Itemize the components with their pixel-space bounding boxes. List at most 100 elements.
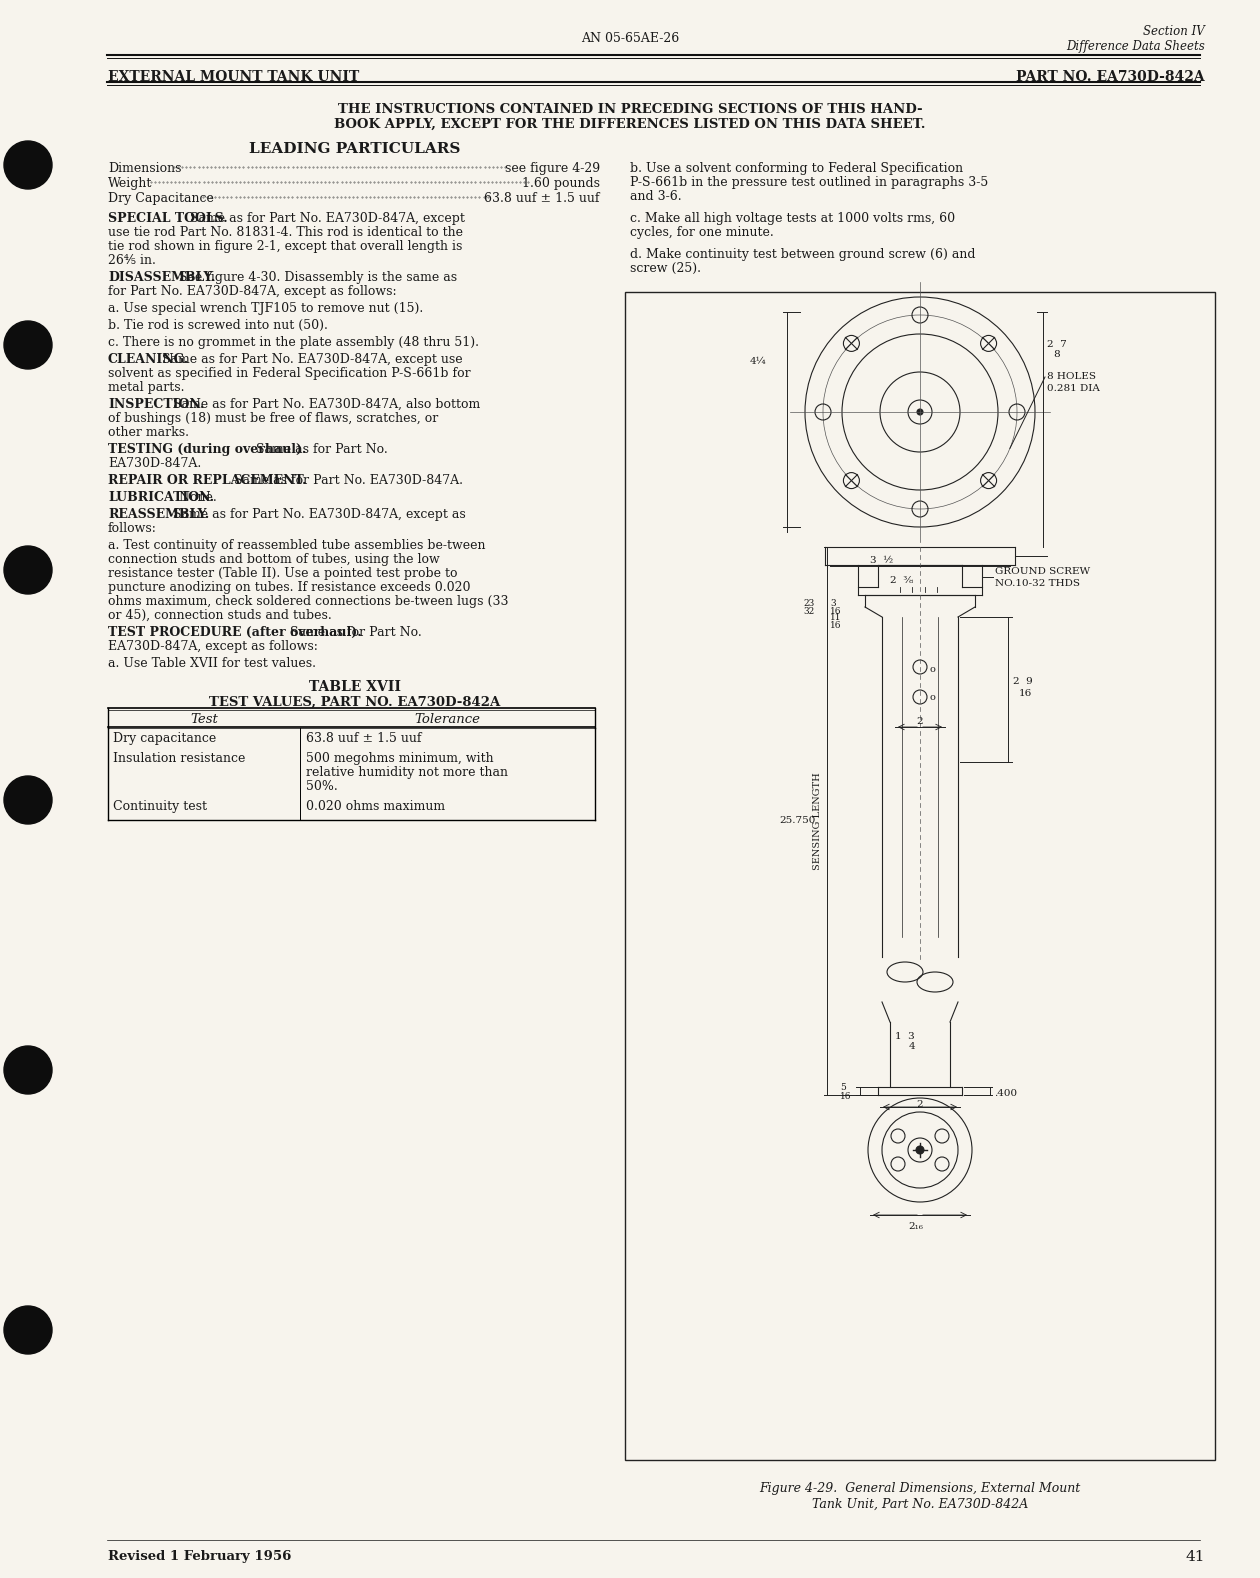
Text: 4: 4: [908, 1041, 915, 1051]
Ellipse shape: [917, 409, 924, 415]
Text: Tolerance: Tolerance: [415, 713, 480, 726]
Text: 0.020 ohms maximum: 0.020 ohms maximum: [306, 800, 445, 813]
Text: Dry Capacitance: Dry Capacitance: [108, 193, 214, 205]
Text: EXTERNAL MOUNT TANK UNIT: EXTERNAL MOUNT TANK UNIT: [108, 69, 359, 84]
Text: Difference Data Sheets: Difference Data Sheets: [1066, 39, 1205, 54]
Text: SENSING LENGTH: SENSING LENGTH: [813, 772, 822, 869]
Text: 63.8 uuf ± 1.5 uuf: 63.8 uuf ± 1.5 uuf: [306, 732, 422, 745]
Text: metal parts.: metal parts.: [108, 380, 184, 394]
Circle shape: [4, 140, 52, 189]
Circle shape: [4, 320, 52, 369]
Text: solvent as specified in Federal Specification P-S-661b for: solvent as specified in Federal Specific…: [108, 368, 471, 380]
Text: see figure 4-29: see figure 4-29: [505, 163, 600, 175]
Text: 3  ½: 3 ½: [871, 555, 893, 565]
Text: 8 HOLES: 8 HOLES: [1047, 372, 1096, 380]
Text: Tank Unit, Part No. EA730D-842A: Tank Unit, Part No. EA730D-842A: [811, 1498, 1028, 1512]
Text: Revised 1 February 1956: Revised 1 February 1956: [108, 1550, 291, 1562]
Text: CLEANING.: CLEANING.: [108, 353, 189, 366]
Text: Figure 4-29.  General Dimensions, External Mount: Figure 4-29. General Dimensions, Externa…: [760, 1482, 1081, 1494]
Text: c. There is no grommet in the plate assembly (48 thru 51).: c. There is no grommet in the plate asse…: [108, 336, 479, 349]
Text: None.: None.: [175, 491, 217, 503]
Text: for Part No. EA730D-847A, except as follows:: for Part No. EA730D-847A, except as foll…: [108, 286, 397, 298]
Text: Test: Test: [190, 713, 218, 726]
Text: 63.8 uuf ± 1.5 uuf: 63.8 uuf ± 1.5 uuf: [485, 193, 600, 205]
Circle shape: [4, 776, 52, 824]
Text: Dimensions: Dimensions: [108, 163, 181, 175]
Text: o: o: [930, 693, 936, 702]
Text: EA730D-847A.: EA730D-847A.: [108, 458, 202, 470]
Text: Same as for Part No.: Same as for Part No.: [252, 443, 388, 456]
Text: LUBRICATION.: LUBRICATION.: [108, 491, 214, 503]
Text: 25.750: 25.750: [779, 816, 815, 825]
Text: d. Make continuity test between ground screw (6) and: d. Make continuity test between ground s…: [630, 248, 975, 260]
Text: 16: 16: [830, 608, 842, 615]
Text: 16: 16: [830, 622, 842, 630]
Text: Same as for Part No. EA730D-847A.: Same as for Part No. EA730D-847A.: [231, 473, 464, 488]
Text: 11: 11: [830, 612, 842, 622]
Text: 23: 23: [804, 600, 815, 608]
Text: Dry capacitance: Dry capacitance: [113, 732, 217, 745]
Text: TESTING (during overhaul).: TESTING (during overhaul).: [108, 443, 306, 456]
Text: 2₁₆: 2₁₆: [908, 1221, 922, 1231]
Text: AN 05-65AE-26: AN 05-65AE-26: [581, 32, 679, 46]
Text: SPECIAL TOOLS.: SPECIAL TOOLS.: [108, 211, 228, 226]
Text: cycles, for one minute.: cycles, for one minute.: [630, 226, 774, 238]
Text: of bushings (18) must be free of flaws, scratches, or: of bushings (18) must be free of flaws, …: [108, 412, 438, 424]
Text: resistance tester (Table II). Use a pointed test probe to: resistance tester (Table II). Use a poin…: [108, 567, 457, 581]
Text: Continuity test: Continuity test: [113, 800, 207, 813]
Text: THE INSTRUCTIONS CONTAINED IN PRECEDING SECTIONS OF THIS HAND-: THE INSTRUCTIONS CONTAINED IN PRECEDING …: [338, 103, 922, 117]
Text: PART NO. EA730D-842A: PART NO. EA730D-842A: [1017, 69, 1205, 84]
Text: Same as for Part No. EA730D-847A, except as: Same as for Part No. EA730D-847A, except…: [169, 508, 466, 521]
Text: other marks.: other marks.: [108, 426, 189, 439]
Text: EA730D-847A, except as follows:: EA730D-847A, except as follows:: [108, 641, 318, 653]
Text: 2: 2: [917, 716, 924, 726]
Circle shape: [4, 1046, 52, 1094]
Text: or 45), connection studs and tubes.: or 45), connection studs and tubes.: [108, 609, 331, 622]
Text: Section IV: Section IV: [1143, 25, 1205, 38]
Text: TABLE XVII: TABLE XVII: [309, 680, 401, 694]
Text: BOOK APPLY, EXCEPT FOR THE DIFFERENCES LISTED ON THIS DATA SHEET.: BOOK APPLY, EXCEPT FOR THE DIFFERENCES L…: [334, 118, 926, 131]
Text: 26⅘ in.: 26⅘ in.: [108, 254, 156, 267]
Text: relative humidity not more than: relative humidity not more than: [306, 765, 508, 780]
Text: 1  3: 1 3: [895, 1032, 915, 1041]
Text: a. Use Table XVII for test values.: a. Use Table XVII for test values.: [108, 656, 316, 671]
Text: 3: 3: [830, 600, 835, 608]
Text: TEST PROCEDURE (after overhaul).: TEST PROCEDURE (after overhaul).: [108, 626, 362, 639]
Text: 41: 41: [1186, 1550, 1205, 1564]
Text: 50%.: 50%.: [306, 780, 338, 794]
Text: Same as for Part No. EA730D-847A, except: Same as for Part No. EA730D-847A, except: [185, 211, 465, 226]
Text: a. Test continuity of reassembled tube assemblies be-tween: a. Test continuity of reassembled tube a…: [108, 540, 485, 552]
Text: 8: 8: [1053, 350, 1060, 360]
Text: c. Make all high voltage tests at 1000 volts rms, 60: c. Make all high voltage tests at 1000 v…: [630, 211, 955, 226]
Text: b. Tie rod is screwed into nut (50).: b. Tie rod is screwed into nut (50).: [108, 319, 328, 331]
Text: Same as for Part No.: Same as for Part No.: [286, 626, 421, 639]
Text: puncture anodizing on tubes. If resistance exceeds 0.020: puncture anodizing on tubes. If resistan…: [108, 581, 470, 593]
Text: 0.281 DIA: 0.281 DIA: [1047, 383, 1100, 393]
Text: 1.60 pounds: 1.60 pounds: [522, 177, 600, 189]
Text: NO.10-32 THDS: NO.10-32 THDS: [995, 579, 1080, 589]
Circle shape: [4, 546, 52, 593]
Text: 2: 2: [917, 1100, 924, 1109]
Text: b. Use a solvent conforming to Federal Specification: b. Use a solvent conforming to Federal S…: [630, 163, 963, 175]
Text: Weight: Weight: [108, 177, 152, 189]
Text: 16: 16: [840, 1092, 852, 1101]
Text: REPAIR OR REPLACEMENT.: REPAIR OR REPLACEMENT.: [108, 473, 306, 488]
Text: .400: .400: [994, 1089, 1017, 1098]
Text: 2  7: 2 7: [1047, 339, 1067, 349]
Text: P-S-661b in the pressure test outlined in paragraphs 3-5: P-S-661b in the pressure test outlined i…: [630, 177, 988, 189]
Text: 500 megohms minimum, with: 500 megohms minimum, with: [306, 753, 494, 765]
Text: follows:: follows:: [108, 522, 158, 535]
Text: Same as for Part No. EA730D-847A, also bottom: Same as for Part No. EA730D-847A, also b…: [169, 398, 480, 410]
Text: tie rod shown in figure 2-1, except that overall length is: tie rod shown in figure 2-1, except that…: [108, 240, 462, 252]
Text: 2  9: 2 9: [1013, 677, 1033, 686]
Text: a. Use special wrench TJF105 to remove nut (15).: a. Use special wrench TJF105 to remove n…: [108, 301, 423, 316]
Text: LEADING PARTICULARS: LEADING PARTICULARS: [249, 142, 461, 156]
Text: Insulation resistance: Insulation resistance: [113, 753, 246, 765]
Text: INSPECTION.: INSPECTION.: [108, 398, 204, 410]
Text: Same as for Part No. EA730D-847A, except use: Same as for Part No. EA730D-847A, except…: [158, 353, 462, 366]
Text: o: o: [930, 664, 936, 674]
Text: See figure 4-30. Disassembly is the same as: See figure 4-30. Disassembly is the same…: [175, 271, 456, 284]
Text: connection studs and bottom of tubes, using the low: connection studs and bottom of tubes, us…: [108, 552, 440, 567]
Text: 2  ⅜: 2 ⅜: [891, 576, 914, 585]
Text: DISASSEMBLY.: DISASSEMBLY.: [108, 271, 215, 284]
